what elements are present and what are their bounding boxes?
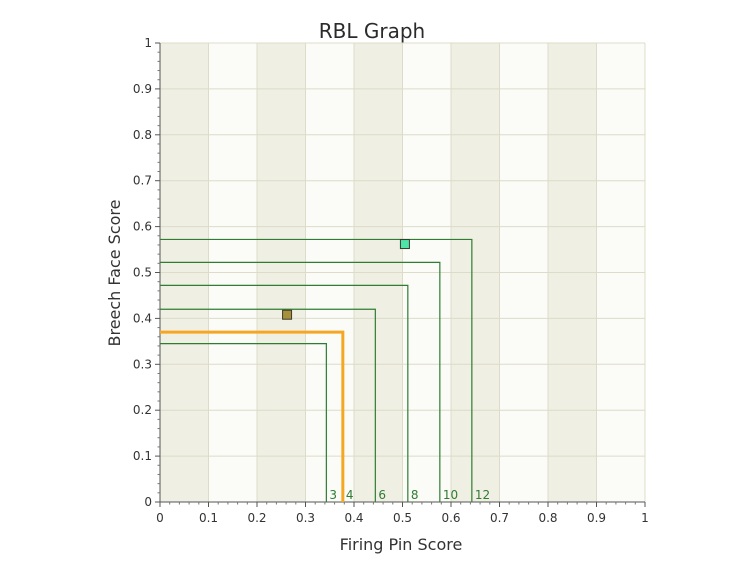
x-axis-label: Firing Pin Score [340, 535, 463, 554]
threshold-line [160, 284, 409, 502]
x-tick-label: 0.2 [247, 511, 266, 525]
y-tick-label: 0.3 [133, 357, 152, 371]
y-tick-label: 0.6 [133, 220, 152, 234]
x-tick-label: 1 [641, 511, 649, 525]
y-tick-label: 0.4 [133, 311, 152, 325]
threshold-line [160, 308, 376, 502]
data-point[interactable] [399, 239, 410, 250]
y-axis-label: Breech Face Score [105, 200, 124, 347]
x-tick-label: 0.9 [587, 511, 606, 525]
threshold-line [160, 343, 327, 502]
y-tick-label: 0.5 [133, 266, 152, 280]
chart-title: RBL Graph [319, 19, 425, 43]
x-tick-label: 0.7 [490, 511, 509, 525]
threshold-label: 10 [443, 488, 458, 502]
y-tick-label: 0.7 [133, 174, 152, 188]
threshold-label: 4 [346, 488, 354, 502]
x-tick-label: 0.3 [296, 511, 315, 525]
data-point[interactable] [282, 309, 293, 320]
y-tick-label: 0 [144, 495, 152, 509]
threshold-label: 8 [411, 488, 419, 502]
threshold-line [160, 261, 441, 502]
x-tick-label: 0 [156, 511, 164, 525]
y-tick-label: 1 [144, 36, 152, 50]
threshold-label: 6 [378, 488, 386, 502]
x-tick-label: 0.5 [393, 511, 412, 525]
y-tick-label: 0.8 [133, 128, 152, 142]
threshold-label: 3 [329, 488, 337, 502]
x-tick-label: 0.1 [199, 511, 218, 525]
threshold-line [160, 238, 473, 502]
y-tick-label: 0.1 [133, 449, 152, 463]
x-tick-label: 0.4 [344, 511, 363, 525]
threshold-line [160, 330, 345, 502]
x-tick-label: 0.8 [538, 511, 557, 525]
y-tick-label: 0.9 [133, 82, 152, 96]
threshold-label: 12 [475, 488, 490, 502]
y-tick-label: 0.2 [133, 403, 152, 417]
x-tick-label: 0.6 [441, 511, 460, 525]
